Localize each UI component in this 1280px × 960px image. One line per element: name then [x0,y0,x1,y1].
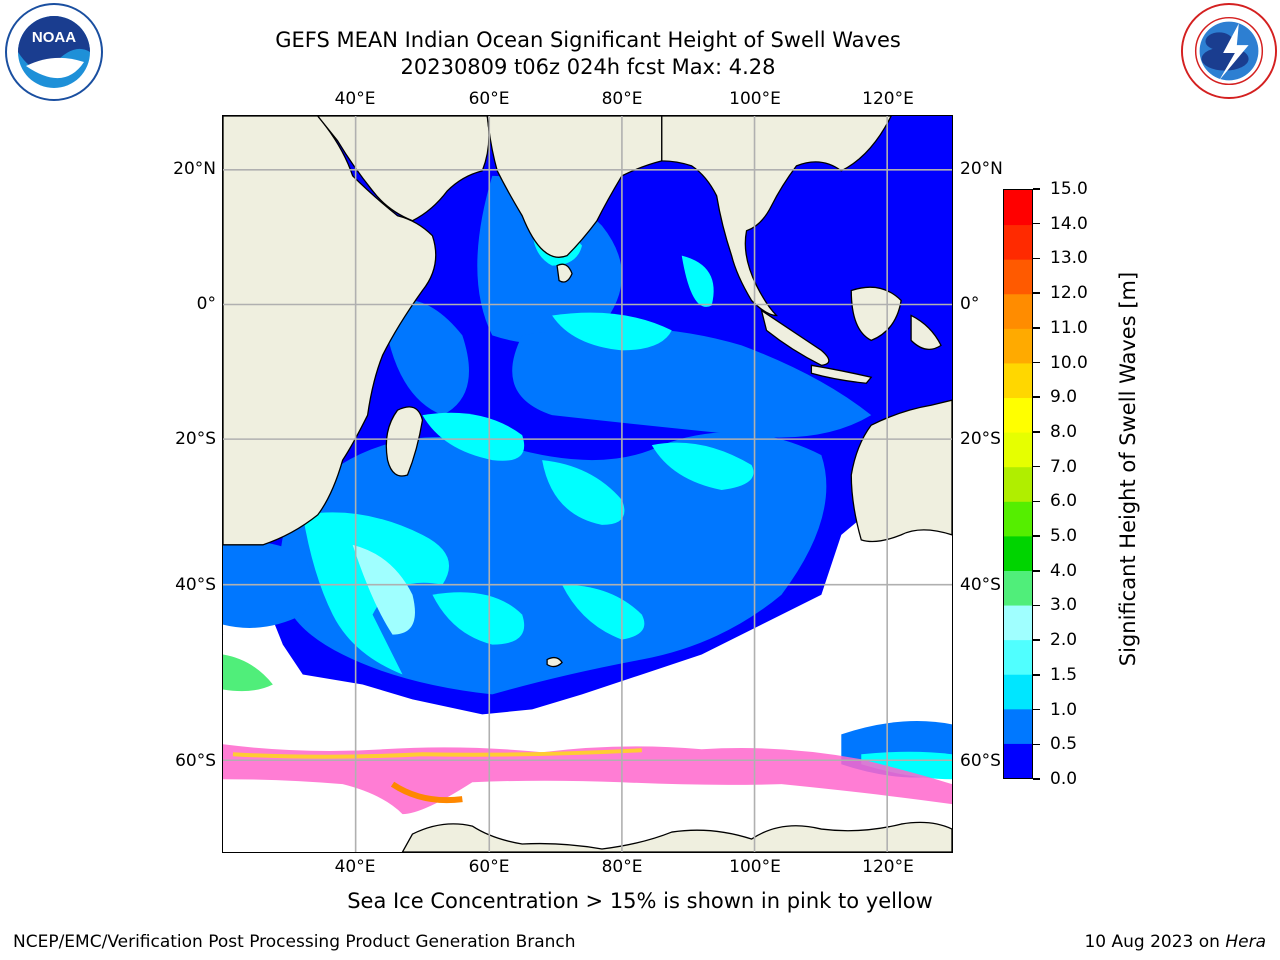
lat-tick-right: 0° [960,294,980,314]
colorbar-tick-mark [1033,570,1040,572]
colorbar-tick-label: 11.0 [1050,317,1088,338]
colorbar-tick-label: 2.0 [1050,630,1078,651]
colorbar-tick-label: 7.0 [1050,456,1078,477]
footer-credit: NCEP/EMC/Verification Post Processing Pr… [13,932,576,952]
antarctica [401,821,952,852]
colorbar [1003,189,1033,779]
sea-ice-note: Sea Ice Concentration > 15% is shown in … [347,889,933,913]
colorbar-tick-mark [1033,465,1040,468]
colorbar-segment [1004,397,1032,433]
colorbar-tick-mark [1033,604,1040,607]
lon-tick-bottom: 120°E [862,857,914,877]
colorbar-tick-label: 4.0 [1050,560,1078,581]
graticule [223,116,952,852]
lon-tick-bottom: 40°E [334,857,376,877]
lat-tick-left: 40°S [175,575,216,595]
footer-date: 10 Aug 2023 on Hera [1084,932,1266,952]
colorbar-tick-label: 9.0 [1050,387,1078,408]
southeast-asia [661,116,892,317]
colorbar-segment [1004,466,1032,502]
colorbar-segment [1004,743,1032,778]
swell-height-map [222,115,953,853]
colorbar-tick-mark [1033,396,1040,398]
noaa-logo-text: NOAA [32,29,76,46]
lon-tick-bottom: 60°E [468,857,510,877]
lat-tick-left: 20°N [173,159,216,179]
colorbar-segment [1004,535,1032,571]
colorbar-tick-mark [1033,431,1040,433]
colorbar-tick-mark [1033,639,1040,641]
colorbar-tick-label: 13.0 [1050,248,1088,269]
colorbar-label: Significant Height of Swell Waves [m] [1116,271,1140,667]
lon-tick-top: 100°E [729,89,781,109]
colorbar-tick-mark [1033,327,1040,329]
colorbar-tick-mark [1033,708,1040,711]
colorbar-tick-label: 10.0 [1050,352,1088,373]
colorbar-segment [1004,570,1032,606]
colorbar-tick-mark [1033,535,1040,537]
colorbar-segment [1004,674,1032,710]
lon-tick-bottom: 100°E [729,857,781,877]
colorbar-segment [1004,259,1032,295]
colorbar-segment [1004,293,1032,329]
footer-date-text: 10 Aug 2023 on [1084,932,1226,952]
lat-tick-right: 60°S [960,751,1001,771]
colorbar-segment [1004,501,1032,537]
colorbar-tick-label: 1.5 [1050,664,1078,685]
india [486,116,663,258]
colorbar-tick-mark [1033,222,1040,225]
noaa-logo: NOAA [5,3,103,101]
colorbar-tick-label: 1.0 [1050,699,1078,720]
colorbar-tick-mark [1033,500,1040,503]
lat-tick-right: 40°S [960,575,1001,595]
australia [850,399,952,543]
colorbar-tick-mark [1033,188,1040,190]
colorbar-segment [1004,605,1032,641]
arabian-peninsula [316,116,490,222]
lon-tick-top: 60°E [468,89,510,109]
footer-machine: Hera [1225,932,1266,952]
lon-tick-bottom: 80°E [601,857,643,877]
colorbar-segment [1004,362,1032,399]
colorbar-tick-mark [1033,292,1040,294]
lon-tick-top: 40°E [334,89,376,109]
colorbar-tick-label: 0.5 [1050,734,1078,755]
lat-tick-right: 20°N [960,159,1003,179]
colorbar-tick-label: 0.0 [1050,769,1078,789]
lon-tick-top: 120°E [862,89,914,109]
colorbar-tick-mark [1033,257,1040,260]
colorbar-tick-label: 5.0 [1050,526,1078,547]
colorbar-tick-label: 6.0 [1050,491,1078,512]
lat-tick-right: 20°S [960,429,1001,449]
lat-tick-left: 0° [196,294,216,314]
chart-subtitle: 20230809 t06z 024h fcst Max: 4.28 [400,55,776,79]
swell-zone-mid [280,432,827,695]
colorbar-segment [1004,190,1032,226]
colorbar-tick-label: 8.0 [1050,421,1078,442]
colorbar-tick-label: 15.0 [1050,179,1088,199]
colorbar-tick-mark [1033,778,1040,780]
lon-tick-top: 80°E [601,89,643,109]
colorbar-segment [1004,639,1032,675]
chart-title: GEFS MEAN Indian Ocean Significant Heigh… [275,28,901,52]
colorbar-tick-mark [1033,361,1040,364]
colorbar-tick-label: 14.0 [1050,213,1088,234]
colorbar-tick-mark [1033,743,1040,746]
lat-tick-left: 60°S [175,751,216,771]
colorbar-tick-label: 3.0 [1050,595,1078,616]
colorbar-segment [1004,328,1032,364]
sea-ice-band [223,744,952,815]
colorbar-segment [1004,708,1032,744]
colorbar-segment [1004,224,1032,260]
colorbar-tick-label: 12.0 [1050,283,1088,304]
lat-tick-left: 20°S [175,429,216,449]
indonesia-islands [760,309,830,366]
madagascar [385,406,424,477]
colorbar-tick-mark [1033,674,1040,676]
colorbar-segment [1004,432,1032,468]
nws-logo [1180,2,1278,100]
africa [223,116,437,546]
